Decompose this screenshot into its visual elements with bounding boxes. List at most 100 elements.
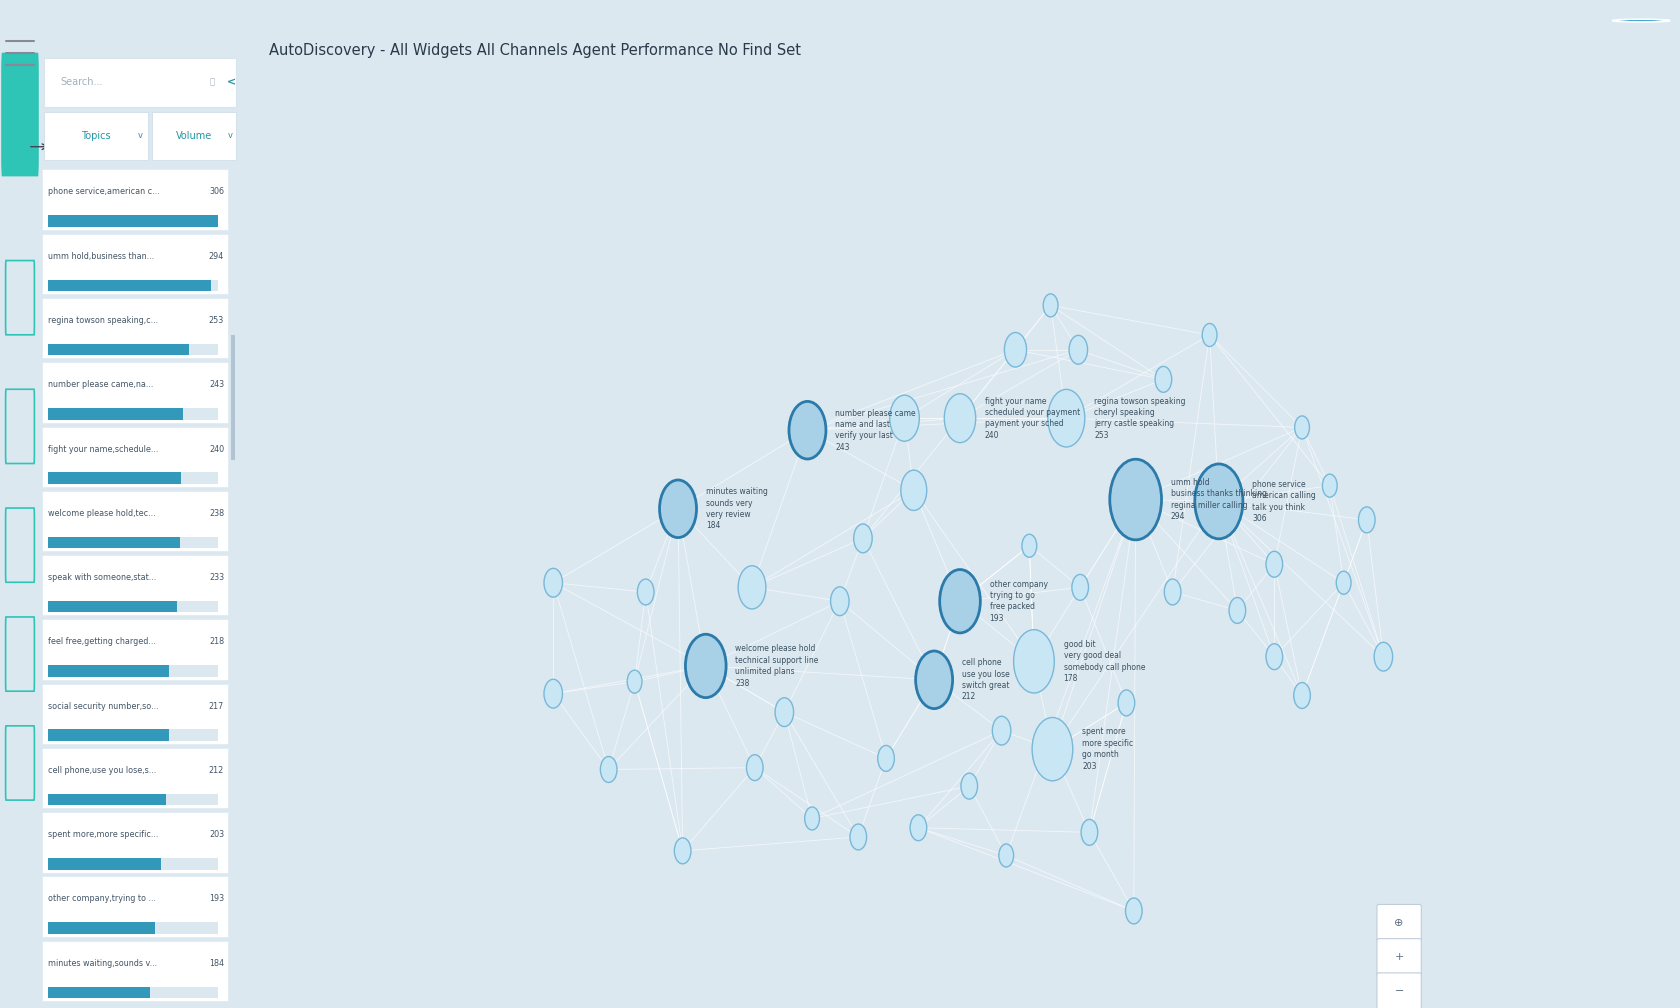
- Ellipse shape: [1322, 474, 1337, 497]
- FancyBboxPatch shape: [151, 112, 235, 159]
- Ellipse shape: [1230, 598, 1245, 623]
- FancyBboxPatch shape: [1378, 973, 1421, 1008]
- Ellipse shape: [774, 698, 793, 727]
- FancyBboxPatch shape: [49, 473, 218, 484]
- Text: other company
trying to go
free packed
193: other company trying to go free packed 1…: [990, 580, 1048, 623]
- Ellipse shape: [746, 755, 763, 780]
- FancyBboxPatch shape: [49, 279, 218, 291]
- FancyBboxPatch shape: [49, 858, 218, 870]
- Ellipse shape: [1068, 336, 1087, 364]
- Ellipse shape: [1000, 844, 1013, 867]
- Text: welcome please hold
technical support line
unlimited plans
238: welcome please hold technical support li…: [736, 644, 818, 687]
- Text: feel free,getting charged...: feel free,getting charged...: [49, 637, 156, 646]
- Text: umm hold
business thanks thinking
regina miller calling
294: umm hold business thanks thinking regina…: [1171, 478, 1267, 521]
- FancyBboxPatch shape: [49, 408, 218, 419]
- Ellipse shape: [1203, 324, 1216, 347]
- Text: ⊕: ⊕: [1394, 918, 1404, 928]
- Ellipse shape: [1336, 572, 1351, 595]
- FancyBboxPatch shape: [49, 279, 212, 291]
- Ellipse shape: [1021, 534, 1037, 557]
- Text: 217: 217: [208, 702, 223, 711]
- FancyBboxPatch shape: [42, 555, 228, 616]
- Text: 184: 184: [208, 959, 223, 968]
- Ellipse shape: [900, 470, 927, 510]
- Ellipse shape: [830, 587, 848, 616]
- FancyBboxPatch shape: [49, 730, 168, 741]
- Ellipse shape: [850, 824, 867, 850]
- FancyBboxPatch shape: [49, 922, 218, 933]
- Text: cell phone
use you lose
switch great
212: cell phone use you lose switch great 212: [963, 658, 1010, 702]
- Text: <: <: [227, 78, 237, 88]
- Text: fight your name
scheduled your payment
payment your sched
240: fight your name scheduled your payment p…: [984, 396, 1080, 439]
- Ellipse shape: [1267, 551, 1282, 578]
- FancyBboxPatch shape: [49, 987, 150, 998]
- Text: spent more,more specific...: spent more,more specific...: [49, 831, 158, 839]
- Text: AutoDiscovery - All Widgets All Channels Agent Performance No Find Set: AutoDiscovery - All Widgets All Channels…: [269, 43, 801, 58]
- Text: umm hold,business than...: umm hold,business than...: [49, 252, 155, 261]
- Ellipse shape: [961, 773, 978, 799]
- Ellipse shape: [1110, 460, 1161, 540]
- FancyBboxPatch shape: [49, 344, 188, 356]
- Text: 218: 218: [208, 637, 223, 646]
- Ellipse shape: [627, 670, 642, 694]
- Ellipse shape: [1126, 898, 1142, 924]
- FancyBboxPatch shape: [44, 112, 148, 159]
- FancyBboxPatch shape: [49, 793, 166, 805]
- FancyBboxPatch shape: [232, 335, 235, 460]
- Ellipse shape: [1194, 464, 1243, 539]
- Ellipse shape: [544, 569, 563, 597]
- Ellipse shape: [544, 679, 563, 708]
- Ellipse shape: [1267, 644, 1282, 669]
- Ellipse shape: [1043, 294, 1058, 317]
- FancyBboxPatch shape: [42, 940, 228, 1001]
- Text: v: v: [138, 131, 143, 140]
- Text: good bit
very good deal
somebody call phone
178: good bit very good deal somebody call ph…: [1063, 640, 1146, 683]
- FancyBboxPatch shape: [49, 408, 183, 419]
- FancyBboxPatch shape: [44, 57, 235, 107]
- Ellipse shape: [738, 565, 766, 609]
- Text: welcome please hold,tec...: welcome please hold,tec...: [49, 509, 156, 518]
- FancyBboxPatch shape: [42, 619, 228, 679]
- Text: cell phone,use you lose,s...: cell phone,use you lose,s...: [49, 766, 156, 775]
- Text: 233: 233: [208, 574, 223, 582]
- Ellipse shape: [1082, 820, 1097, 846]
- Ellipse shape: [1295, 416, 1309, 438]
- FancyBboxPatch shape: [42, 877, 228, 936]
- Text: 243: 243: [208, 380, 223, 389]
- Text: speak with someone,stat...: speak with someone,stat...: [49, 574, 156, 582]
- Text: −: −: [1394, 987, 1404, 996]
- Text: minutes waiting,sounds v...: minutes waiting,sounds v...: [49, 959, 158, 968]
- Ellipse shape: [674, 838, 690, 864]
- Text: fight your name,schedule...: fight your name,schedule...: [49, 445, 158, 454]
- Text: phone service
american calling
talk you think
306: phone service american calling talk you …: [1252, 480, 1315, 523]
- Text: 294: 294: [208, 252, 223, 261]
- Ellipse shape: [1359, 507, 1376, 533]
- FancyBboxPatch shape: [49, 858, 161, 870]
- Ellipse shape: [1294, 682, 1310, 709]
- Circle shape: [1613, 19, 1670, 22]
- Text: 253: 253: [208, 316, 223, 325]
- FancyBboxPatch shape: [42, 748, 228, 808]
- Ellipse shape: [916, 651, 953, 709]
- FancyBboxPatch shape: [49, 216, 218, 227]
- Text: Volume: Volume: [176, 131, 212, 141]
- FancyBboxPatch shape: [49, 665, 170, 676]
- Ellipse shape: [805, 807, 820, 830]
- FancyBboxPatch shape: [49, 665, 218, 676]
- Text: v: v: [227, 131, 232, 140]
- Ellipse shape: [1005, 333, 1026, 367]
- FancyBboxPatch shape: [2, 52, 39, 176]
- Text: social security number,so...: social security number,so...: [49, 702, 158, 711]
- Ellipse shape: [637, 579, 654, 605]
- FancyBboxPatch shape: [49, 601, 218, 613]
- Ellipse shape: [877, 746, 894, 771]
- Text: +: +: [1394, 953, 1404, 963]
- Ellipse shape: [1119, 689, 1134, 716]
- Ellipse shape: [685, 634, 726, 698]
- Text: 306: 306: [208, 187, 223, 197]
- Text: 238: 238: [208, 509, 223, 518]
- Text: minutes waiting
sounds very
very review
184: minutes waiting sounds very very review …: [706, 487, 768, 530]
- Ellipse shape: [993, 717, 1011, 745]
- Ellipse shape: [790, 401, 827, 459]
- FancyBboxPatch shape: [49, 922, 155, 933]
